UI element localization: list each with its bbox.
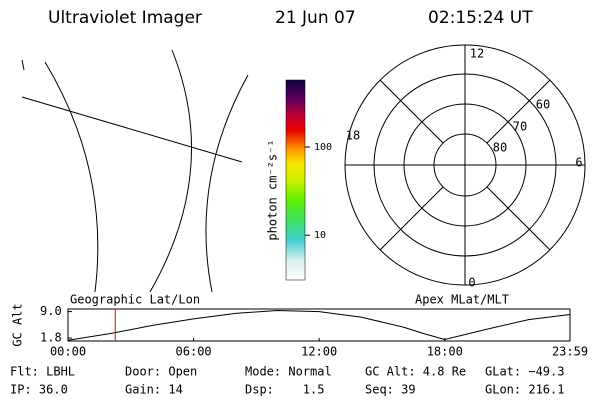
x-tick-label: 23:59 [552,345,588,359]
hour-label: 0 [468,276,475,290]
geo-grid [21,49,249,293]
lat-label: 60 [536,98,550,112]
polar-grid [344,44,586,286]
hour-label: 6 [575,156,582,170]
status-field: Flt: LBHL [10,365,75,379]
status-field: Door: Open [125,365,197,379]
alt-frame [67,308,571,342]
y-tick-label: 1.8 [40,331,62,345]
x-tick-label: 06:00 [176,345,212,359]
status-field: IP: 36.0 [10,383,68,397]
x-tick-label: 18:00 [427,345,463,359]
status-field: Mode: Normal [245,365,332,379]
status-field: GC Alt: 4.8 Re [365,365,466,379]
colorbar-label: photon cm⁻²s⁻¹ [266,139,280,240]
x-tick-label: 12:00 [301,345,337,359]
colorbar-tick-label: 100 [314,142,332,153]
status-field: GLat: −49.3 [485,365,564,379]
time: 02:15:24 UT [428,8,533,28]
x-tick-label: 00:00 [50,345,86,359]
hour-label: 12 [470,47,484,61]
date: 21 Jun 07 [275,8,356,28]
y-tick-label: 9.0 [40,304,62,318]
status-field: Seq: 39 [365,383,416,397]
alt-line [67,309,571,341]
lat-label: 80 [493,141,507,155]
status-field: Dsp: 1.5 [245,383,324,397]
lat-label: 70 [513,120,527,134]
status-field: GLon: 216.1 [485,383,564,397]
right-label: Apex MLat/MLT [415,293,509,307]
hour-label: 18 [346,129,360,143]
y-label: GC Alt [11,303,25,346]
status-field: Gain: 14 [125,383,183,397]
colorbar [285,79,306,281]
title: Ultraviolet Imager [48,8,202,28]
left-label: Geographic Lat/Lon [70,293,200,307]
colorbar-tick-label: 10 [314,230,326,241]
